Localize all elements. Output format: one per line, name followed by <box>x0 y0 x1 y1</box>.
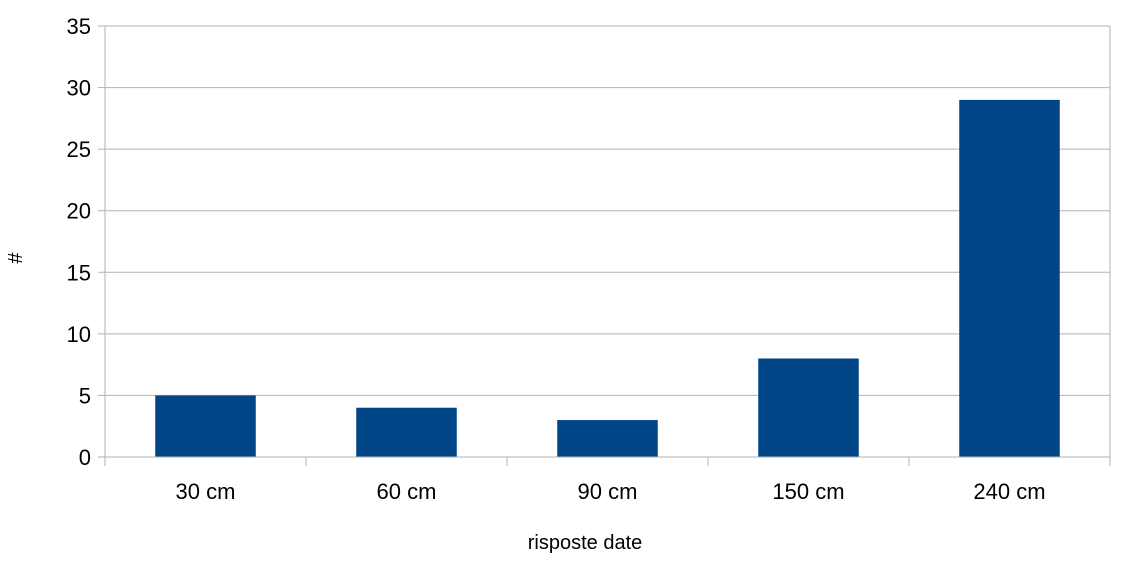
x-tick-label: 30 cm <box>176 479 236 504</box>
bar <box>758 358 859 457</box>
y-tick-label: 15 <box>67 260 91 285</box>
y-tick-label: 25 <box>67 137 91 162</box>
gridlines <box>105 25 1111 458</box>
bar <box>959 99 1060 457</box>
y-tick-label: 30 <box>67 76 91 101</box>
y-tick-label: 0 <box>79 445 91 470</box>
y-axis-title: # <box>5 252 27 264</box>
bar <box>356 407 457 457</box>
bars <box>155 99 1060 457</box>
axes <box>98 25 1111 466</box>
bar <box>557 420 658 457</box>
y-tick-label: 10 <box>67 322 91 347</box>
x-tick-label: 150 cm <box>772 479 844 504</box>
y-tick-label: 5 <box>79 383 91 408</box>
x-axis-title: risposte date <box>528 532 643 554</box>
tick-labels: 0 5 10 15 20 25 30 35 30 cm 60 cm 90 cm 150 cm 240 c… <box>67 14 1046 504</box>
y-tick-label: 35 <box>67 14 91 39</box>
x-tick-label: 90 cm <box>578 479 638 504</box>
x-tick-label: 60 cm <box>377 479 437 504</box>
x-tick-label: 240 cm <box>973 479 1045 504</box>
y-tick-label: 20 <box>67 199 91 224</box>
bar <box>155 395 256 457</box>
